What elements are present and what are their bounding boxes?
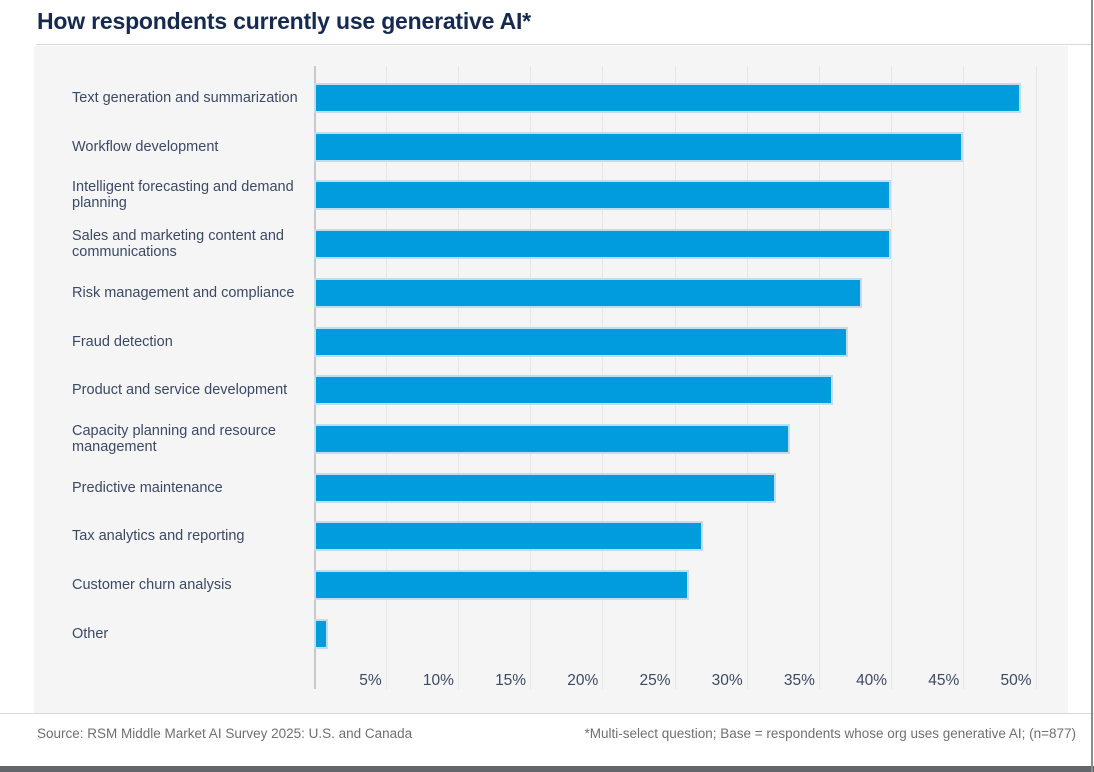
x-tick-label: 40% [856, 672, 888, 689]
category-label: Workflow development [72, 138, 219, 155]
x-tick-label: 30% [711, 672, 743, 689]
bar [313, 618, 328, 649]
bar [313, 570, 689, 601]
footer: Source: RSM Middle Market AI Survey 2025… [0, 713, 1094, 763]
chart-title: How respondents currently use generative… [37, 8, 531, 34]
bar [313, 326, 848, 357]
x-tick-label: 50% [1000, 672, 1032, 689]
x-tick-label: 45% [928, 672, 960, 689]
category-label: Other [72, 625, 109, 642]
category-label: Product and service development [72, 382, 288, 399]
bar [313, 375, 834, 406]
category-label: Fraud detection [72, 333, 173, 350]
category-label: Tax analytics and reporting [72, 528, 245, 545]
gridline [891, 66, 893, 689]
bar [313, 180, 892, 211]
x-tick-label: 15% [495, 672, 527, 689]
bar [313, 521, 704, 552]
category-label: Customer churn analysis [72, 577, 232, 594]
bar [313, 277, 863, 308]
x-tick-label: 5% [359, 672, 382, 689]
x-tick-label: 25% [639, 672, 671, 689]
bar [313, 83, 1022, 113]
gridline [1035, 66, 1037, 689]
category-label: Sales and marketing content and communic… [72, 228, 284, 261]
x-tick-label: 20% [567, 672, 599, 689]
category-label: Predictive maintenance [72, 479, 223, 496]
category-label: Intelligent forecasting and demand plann… [72, 179, 294, 212]
chart-panel: Text generation and summarization Workflo… [34, 46, 1068, 713]
bar [313, 424, 791, 455]
bar [313, 472, 776, 503]
category-label: Risk management and compliance [72, 284, 295, 301]
methodology-note: *Multi-select question; Base = responden… [584, 726, 1076, 741]
bottom-accent-bar [0, 766, 1094, 772]
category-label: Text generation and summarization [72, 90, 298, 106]
x-tick-label: 35% [783, 672, 815, 689]
gridline [963, 66, 965, 689]
source-note: Source: RSM Middle Market AI Survey 2025… [37, 726, 413, 741]
bar [313, 229, 892, 260]
title-divider [36, 44, 1091, 45]
bar [313, 131, 964, 162]
x-tick-label: 10% [422, 672, 454, 689]
right-border [1091, 0, 1093, 772]
category-label: Capacity planning and resource managemen… [72, 423, 276, 456]
